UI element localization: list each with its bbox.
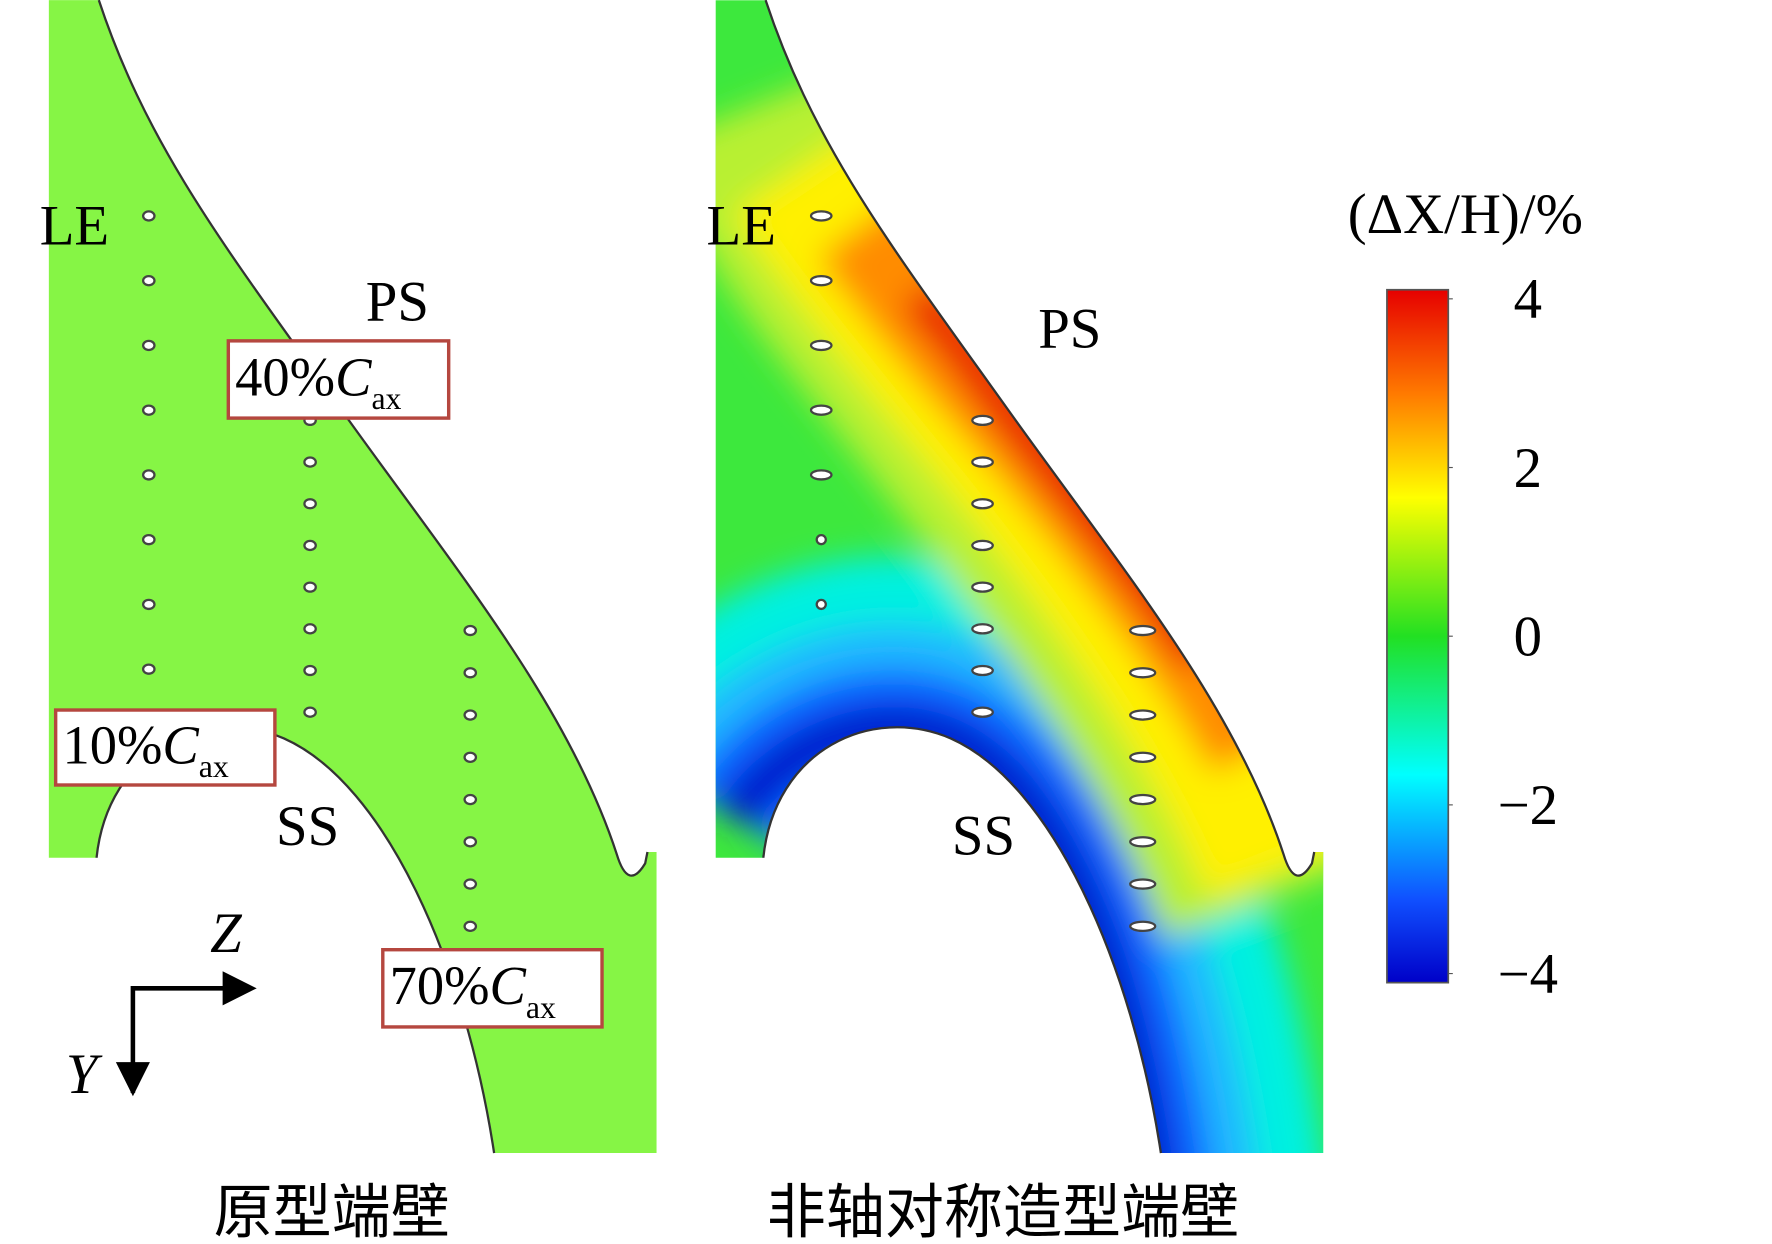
tick-label: 2: [1514, 437, 1542, 500]
hole: [303, 706, 317, 718]
hole: [971, 664, 994, 677]
hole: [141, 469, 156, 481]
caption: 非轴对称造型端壁: [767, 1178, 1239, 1244]
hole: [809, 210, 833, 222]
hole: [1129, 624, 1157, 637]
hole: [1129, 709, 1157, 721]
hole: [141, 533, 156, 546]
hole: [141, 404, 156, 416]
hole: [303, 581, 317, 593]
hole: [809, 469, 833, 481]
section-label: 40%Cax: [235, 346, 401, 416]
le-label: LE: [707, 194, 776, 257]
subscript: ax: [199, 749, 229, 784]
hole: [809, 404, 833, 416]
hole: [463, 793, 478, 806]
percent: 10%: [62, 714, 162, 775]
hole: [303, 456, 317, 468]
subscript: ax: [526, 990, 556, 1025]
coordinate-axes: Z Y: [66, 902, 257, 1106]
le-label: LE: [40, 194, 109, 257]
caption: 原型端壁: [214, 1178, 450, 1244]
hole: [809, 339, 833, 352]
hole: [141, 663, 156, 675]
section-box: [226, 339, 451, 420]
hole: [463, 624, 478, 637]
hole: [463, 836, 478, 848]
hole: [463, 751, 478, 763]
hole: [463, 667, 478, 679]
pressure-side: [764, 0, 1316, 877]
symbol: C: [335, 346, 372, 407]
hole: [463, 878, 478, 890]
hole: [303, 664, 317, 677]
ps-label: PS: [1038, 298, 1101, 361]
hole: [303, 498, 317, 510]
hole: [971, 414, 994, 427]
hole: [463, 709, 478, 721]
hole: [809, 274, 833, 287]
y-axis-label: Y: [66, 1043, 103, 1106]
hole: [971, 706, 994, 718]
section-box: [381, 948, 604, 1029]
hole: [971, 581, 994, 593]
hole: [303, 539, 317, 552]
ps-label: PS: [366, 270, 429, 333]
hole-group: [141, 210, 478, 932]
hole: [141, 274, 156, 287]
panel-contoured: LE PS SS 非轴对称造型端壁: [707, 0, 1324, 1244]
percent: 70%: [390, 955, 490, 1016]
ss-label: SS: [276, 795, 339, 858]
ss-label: SS: [952, 804, 1015, 867]
hole: [1129, 667, 1157, 679]
percent: 40%: [235, 346, 335, 407]
colorbar-bar: [1386, 288, 1450, 984]
hole: [303, 623, 317, 635]
hole: [971, 623, 994, 635]
hole: [1129, 878, 1157, 890]
tick-label: 0: [1514, 606, 1542, 669]
panel-original: LE PS SS 40%Cax 10%Cax 70%Cax Z Y 原型端壁: [40, 0, 657, 1244]
symbol: C: [162, 714, 199, 775]
z-axis-label: Z: [210, 902, 243, 965]
section-label: 10%Cax: [62, 714, 228, 784]
hole: [141, 210, 156, 222]
suction-side: [762, 726, 1163, 1154]
tick-label: −4: [1498, 943, 1558, 1006]
tick-label: −2: [1498, 774, 1558, 837]
hole: [1129, 836, 1157, 848]
pressure-side: [97, 0, 649, 877]
hole: [141, 598, 156, 611]
section-box: [53, 708, 277, 787]
subscript: ax: [371, 381, 401, 416]
hole-group: [809, 210, 1157, 932]
section-label: 70%Cax: [390, 955, 556, 1025]
hole: [1129, 751, 1157, 763]
hole: [815, 598, 827, 611]
hole: [141, 339, 156, 352]
symbol: C: [490, 955, 527, 1016]
tick-label: 4: [1514, 268, 1542, 331]
contour-field: [715, 0, 1324, 1154]
hole: [463, 920, 478, 932]
hole: [815, 533, 827, 546]
hole: [971, 456, 994, 468]
hole: [1129, 793, 1157, 806]
hole: [1129, 920, 1157, 932]
hole: [971, 498, 994, 510]
hole: [971, 539, 994, 552]
colorbar-title: (ΔX/H)/%: [1348, 183, 1583, 246]
colorbar: (ΔX/H)/% 4 2 0 −2 −4: [1348, 183, 1583, 1006]
